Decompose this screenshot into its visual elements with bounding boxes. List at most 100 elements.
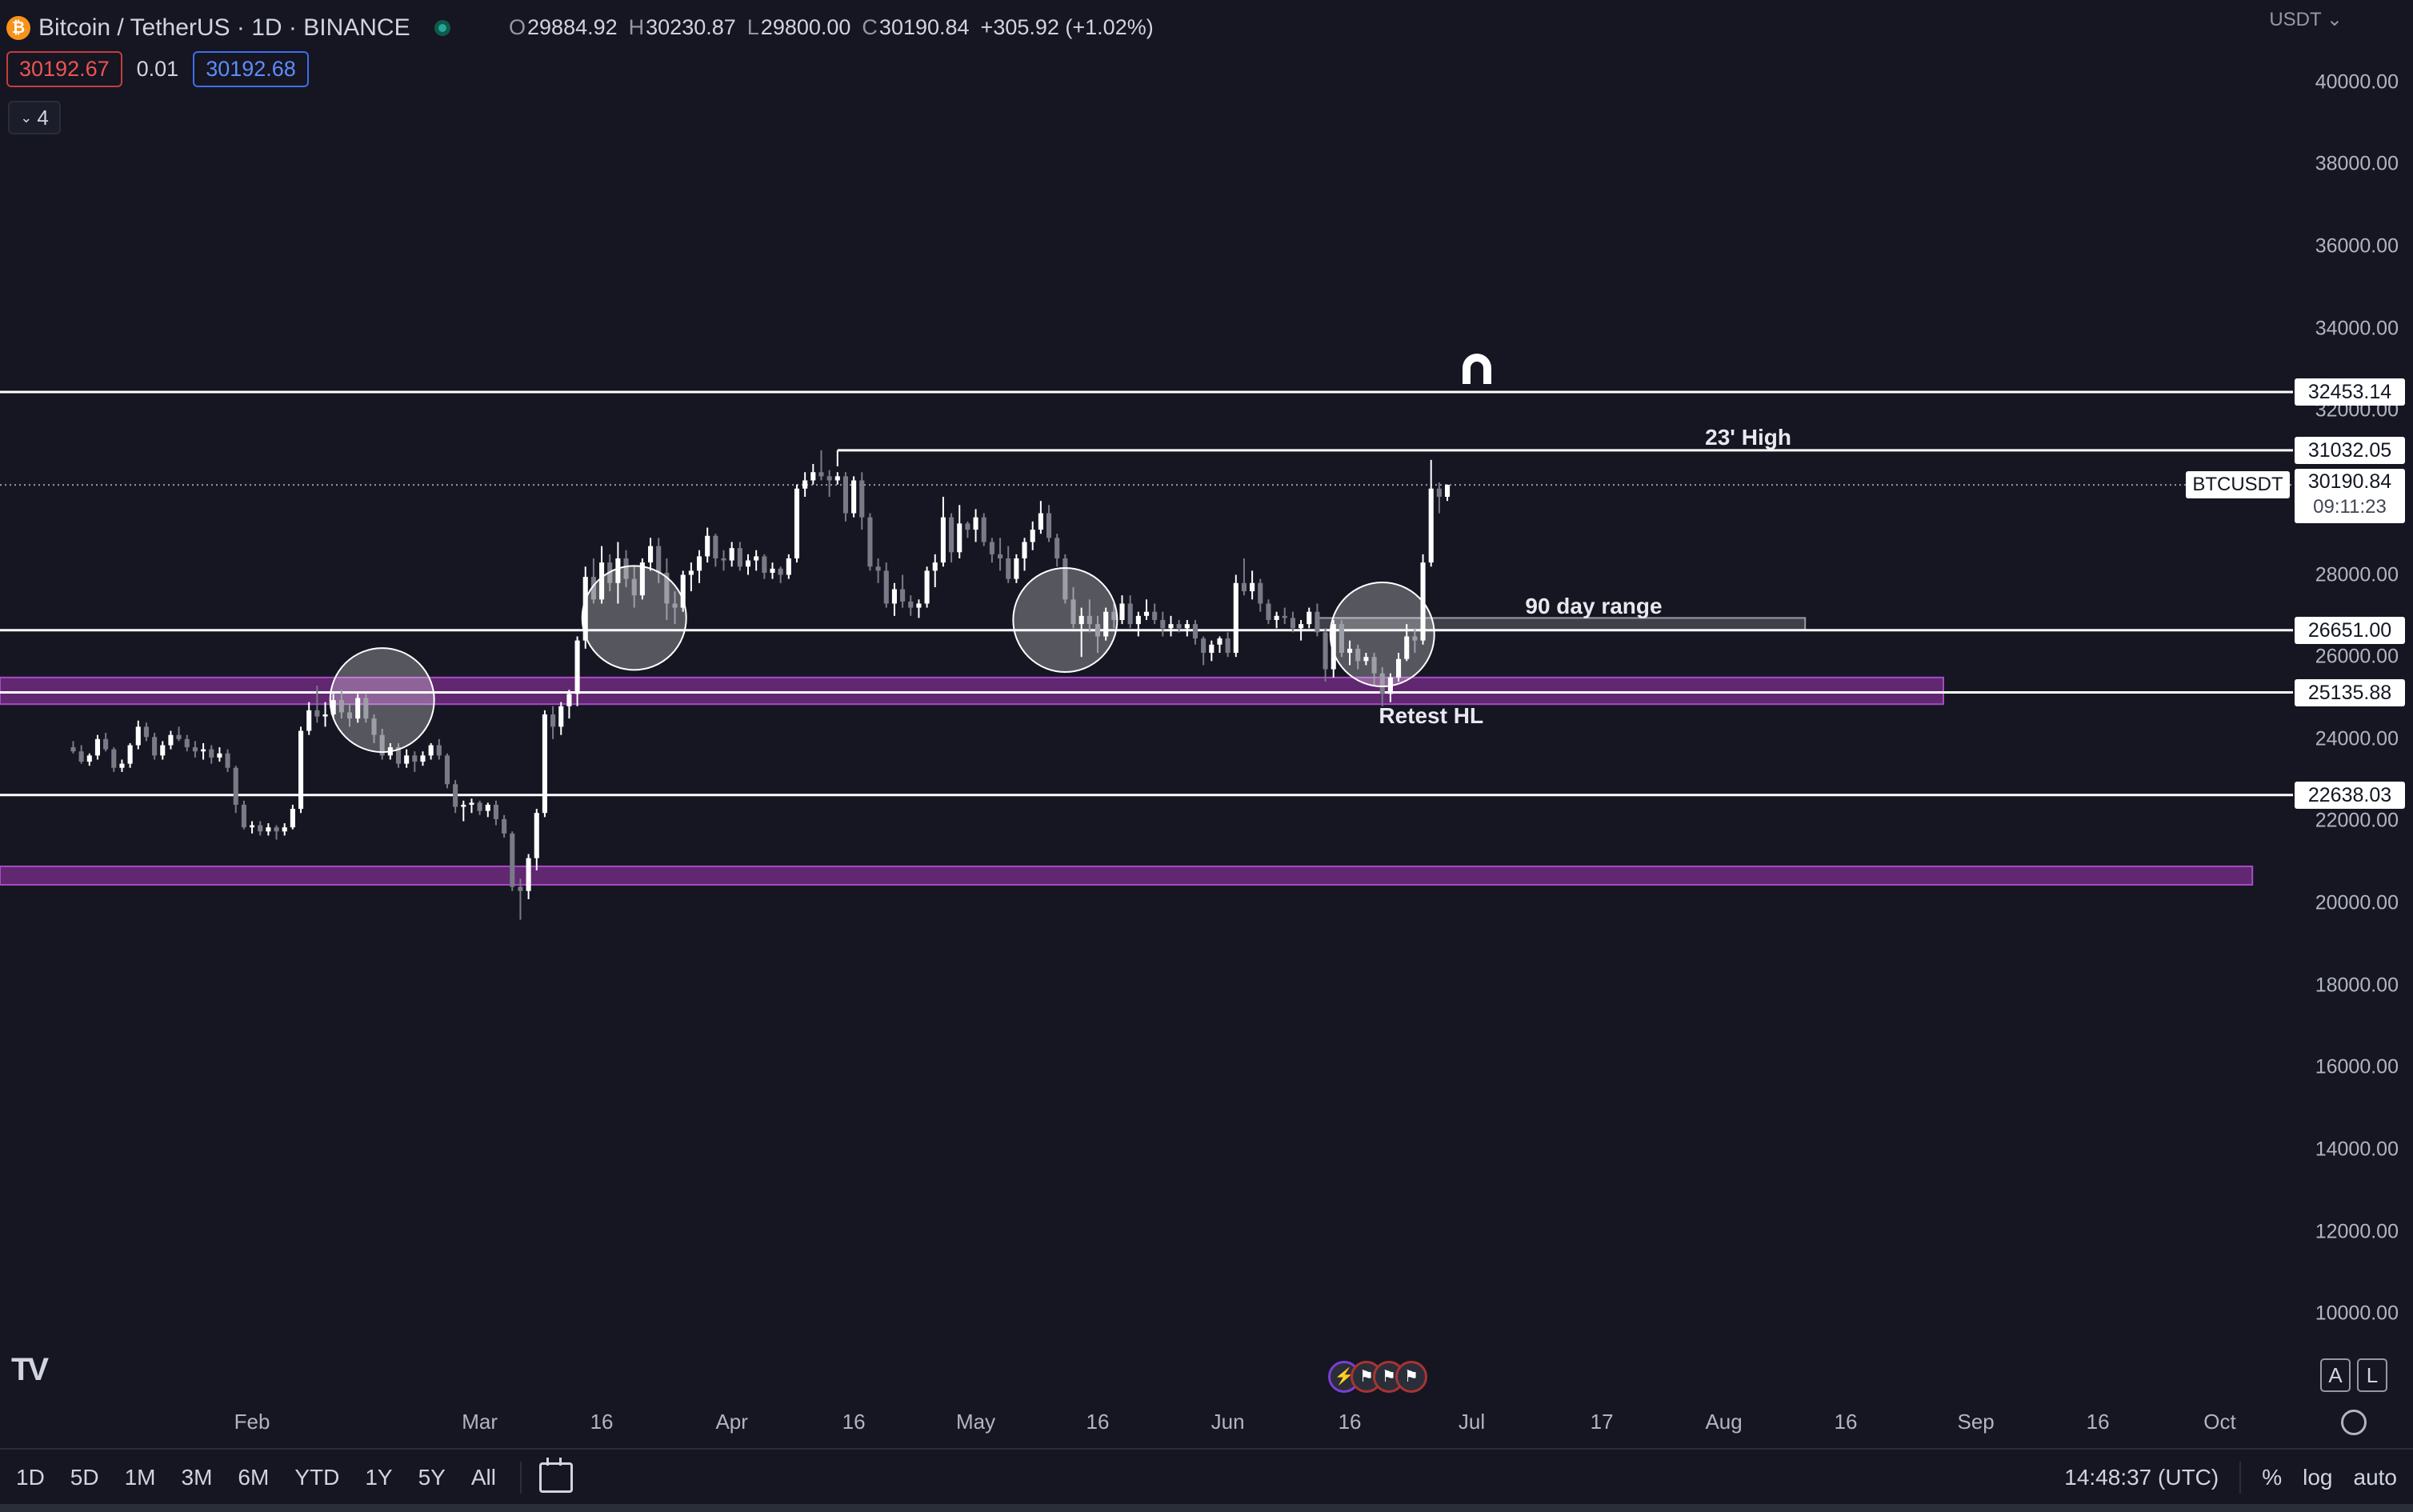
candle-body [70, 747, 76, 752]
candle-body [1014, 558, 1019, 579]
indicators-toggle[interactable]: ⌄ 4 [8, 101, 61, 134]
candle-body [395, 747, 402, 764]
candle-body [891, 589, 897, 604]
currency-label: USDT [2269, 9, 2322, 30]
range-button-1y[interactable]: 1Y [365, 1465, 393, 1490]
range-button-all[interactable]: All [470, 1465, 496, 1490]
level-price-tag[interactable]: 25135.88 [2295, 678, 2405, 706]
chart-annotation[interactable]: 90 day range [1525, 593, 1663, 618]
percent-toggle[interactable]: % [2262, 1465, 2283, 1490]
price-scale-log-button[interactable]: L [2357, 1358, 2387, 1392]
y-axis-tick-label: 14000.00 [2315, 1138, 2399, 1161]
candle-body [1347, 648, 1353, 654]
candle-body [770, 568, 775, 573]
range-button-5y[interactable]: 5Y [418, 1465, 446, 1490]
candle-body [656, 546, 662, 573]
candle-body [1241, 582, 1247, 592]
x-axis-tick-label: 16 [1338, 1410, 1362, 1434]
level-price-tag[interactable]: 26651.00 [2295, 616, 2405, 644]
sell-button[interactable]: 30192.67 [6, 51, 122, 87]
candle-body [989, 542, 994, 554]
candle-body [266, 827, 271, 832]
range-button-1m[interactable]: 1M [124, 1465, 156, 1490]
candle-body [168, 734, 174, 746]
candle-body [363, 698, 369, 719]
candle-body [1225, 638, 1231, 654]
candle-body [453, 784, 458, 807]
candle-body [940, 517, 946, 563]
candle-body [1371, 657, 1377, 674]
range-button-1d[interactable]: 1D [16, 1465, 45, 1490]
candle-body [160, 745, 166, 756]
auto-toggle[interactable]: auto [2353, 1465, 2398, 1490]
candle-body [298, 730, 304, 810]
candle-body [1070, 599, 1076, 625]
candle-body [176, 734, 182, 739]
last-price-tag[interactable]: 30190.84 09:11:23 [2295, 469, 2405, 524]
close-value: 30190.84 [878, 14, 970, 39]
chart-annotation[interactable]: Retest HL [1379, 703, 1484, 729]
level-price-tag[interactable]: 22638.03 [2295, 781, 2405, 809]
y-axis-tick-label: 16000.00 [2315, 1055, 2399, 1078]
candle-body [86, 755, 92, 762]
x-axis-tick-label: Jul [1458, 1410, 1486, 1434]
price-change: +305.92 (+1.02%) [980, 14, 1154, 39]
candle-body [103, 738, 109, 750]
range-button-3m[interactable]: 3M [181, 1465, 213, 1490]
candle-body [330, 700, 336, 715]
candle-body [1233, 582, 1239, 654]
candle-body [1127, 603, 1133, 625]
candle-body [648, 546, 654, 563]
candle-body [1290, 618, 1295, 629]
candle-body [1192, 624, 1198, 639]
symbol-title[interactable]: Bitcoin / TetherUS · 1D · BINANCE [38, 14, 410, 41]
events-icons[interactable]: ⚡ ⚑ ⚑ ⚑ [1328, 1361, 1427, 1393]
candle-body [306, 710, 312, 731]
currency-selector[interactable]: USDT ⌄ [2269, 9, 2343, 30]
candle-body [209, 749, 214, 758]
candle-body [1062, 558, 1068, 600]
us-flag-icon[interactable]: ⚑ [1395, 1361, 1427, 1393]
range-button-ytd[interactable]: YTD [294, 1465, 340, 1490]
range-button-5d[interactable]: 5D [70, 1465, 99, 1490]
candle-body [135, 726, 141, 746]
candle-body [477, 802, 482, 811]
level-price-tag[interactable]: 31032.05 [2295, 436, 2405, 464]
y-axis-tick-label: 24000.00 [2315, 727, 2399, 750]
candle-body [1339, 624, 1344, 654]
candle-body [900, 589, 906, 602]
candle-body [664, 572, 670, 604]
clock-time[interactable]: 14:48:37 (UTC) [2064, 1465, 2219, 1490]
candle-body [518, 886, 523, 891]
candle-body [1078, 615, 1084, 625]
candle-body [1282, 615, 1287, 618]
range-button-6m[interactable]: 6M [238, 1465, 270, 1490]
candle-body [762, 556, 767, 573]
bitcoin-icon: ₿ [6, 16, 30, 40]
candle-body [404, 755, 410, 764]
candle-body [1412, 636, 1418, 641]
level-price-tag[interactable]: 32453.14 [2295, 378, 2405, 406]
symbol-tag: BTCUSDT [2186, 471, 2290, 499]
candle-body [1436, 488, 1442, 498]
y-axis-tick-label: 40000.00 [2315, 70, 2399, 94]
candle-body [1217, 638, 1223, 645]
log-toggle[interactable]: log [2303, 1465, 2333, 1490]
trade-buttons: 30192.67 0.01 30192.68 [6, 51, 309, 87]
bottom-toolbar: 1D 5D 1M 3M 6M YTD 1Y 5Y All 14:48:37 (UTC) % lo… [0, 1448, 2413, 1506]
chart-annotation[interactable]: 23' High [1705, 425, 1791, 450]
candle-body [826, 476, 832, 481]
candle-body [542, 714, 547, 814]
symbol-header[interactable]: ₿ Bitcoin / TetherUS · 1D · BINANCE [6, 8, 450, 48]
candle-body [436, 745, 442, 756]
y-axis-tick-label: 38000.00 [2315, 152, 2399, 175]
range-buttons: 1D 5D 1M 3M 6M YTD 1Y 5Y All [0, 1465, 506, 1490]
candle-body [111, 749, 117, 768]
settings-gear-icon[interactable] [2341, 1410, 2367, 1435]
calendar-icon[interactable] [538, 1458, 573, 1493]
price-scale-auto-button[interactable]: A [2320, 1358, 2351, 1392]
buy-button[interactable]: 30192.68 [193, 51, 309, 87]
market-status-icon[interactable] [434, 20, 450, 36]
candle-body [192, 747, 198, 752]
